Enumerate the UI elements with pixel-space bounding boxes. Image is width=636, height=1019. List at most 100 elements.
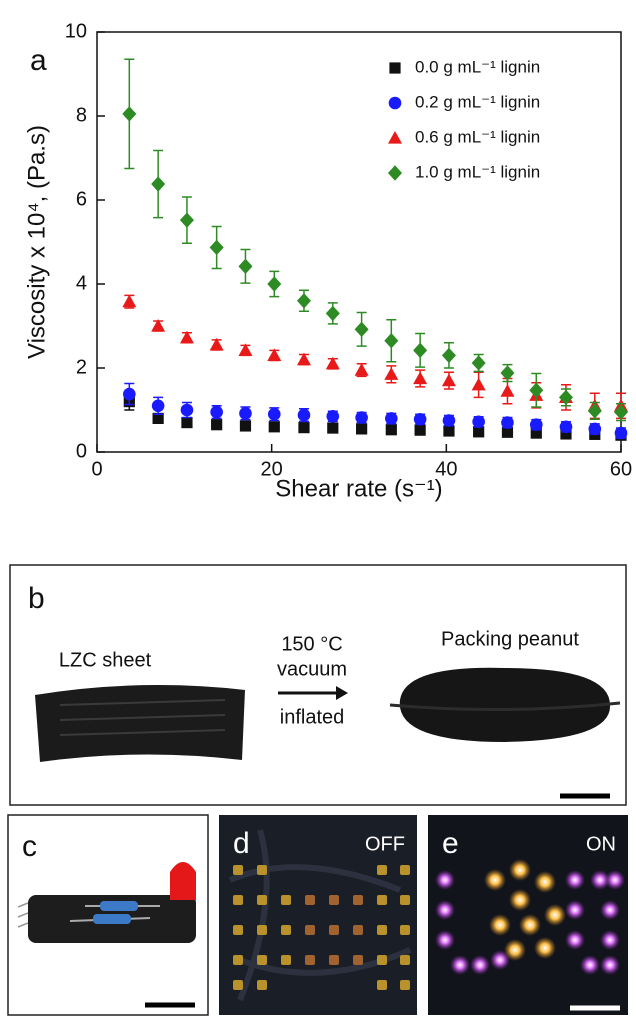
marker	[325, 305, 340, 322]
led-glow	[600, 955, 620, 975]
led-dot	[377, 955, 387, 965]
x-tick-label: 0	[91, 458, 102, 480]
marker	[326, 410, 340, 423]
marker	[211, 419, 223, 431]
panel-label: c	[22, 830, 37, 863]
caption: inflated	[280, 706, 345, 728]
marker	[559, 420, 573, 434]
legend-label: 0.2 g mL⁻¹ lignin	[415, 92, 540, 111]
marker	[500, 384, 515, 397]
marker	[356, 423, 368, 435]
led-glow	[470, 955, 490, 975]
y-tick-label: 6	[76, 188, 87, 210]
led-dot	[400, 925, 410, 935]
x-axis-label: Shear rate (s⁻¹)	[275, 475, 442, 502]
marker	[122, 294, 137, 308]
panel-e: e ON	[428, 815, 628, 1015]
led-glow	[600, 900, 620, 920]
marker	[587, 403, 602, 419]
series	[122, 58, 628, 422]
led-glow	[450, 955, 470, 975]
marker	[296, 352, 311, 366]
marker	[296, 293, 311, 309]
led-dot	[233, 925, 243, 935]
legend-marker	[388, 96, 402, 110]
led-dot	[281, 925, 291, 935]
led-dot	[329, 955, 339, 965]
marker	[413, 371, 428, 385]
led-dot	[233, 955, 243, 965]
x-tick-label: 40	[435, 458, 457, 480]
marker	[151, 176, 166, 192]
led-glow	[435, 870, 455, 890]
led-dot	[400, 955, 410, 965]
led-glow	[435, 930, 455, 950]
marker	[500, 365, 515, 381]
panel-d: d OFF	[219, 815, 417, 1015]
packing-peanut	[399, 667, 611, 742]
led-glow	[489, 914, 511, 936]
marker	[441, 347, 456, 364]
marker	[151, 319, 166, 332]
marker	[152, 412, 164, 424]
resistor	[93, 914, 131, 924]
lzc-sheet	[35, 685, 245, 762]
marker	[384, 367, 399, 380]
panel-label: e	[442, 827, 459, 860]
marker	[181, 417, 193, 429]
marker	[471, 355, 486, 371]
marker	[385, 424, 397, 436]
led-dot	[377, 895, 387, 905]
chart: a Shear rate (s⁻¹) Viscosity x 10⁴, (Pa.…	[23, 20, 632, 502]
caption: LZC sheet	[59, 649, 152, 671]
y-tick-label: 8	[76, 104, 87, 126]
led-glow	[565, 900, 585, 920]
marker	[297, 408, 311, 422]
marker	[122, 106, 137, 122]
led-glow	[509, 889, 531, 911]
x-tick-label: 20	[261, 458, 283, 480]
marker	[267, 276, 282, 292]
marker	[327, 422, 339, 434]
marker	[560, 428, 572, 440]
led-glow	[435, 900, 455, 920]
led-dots	[233, 865, 410, 990]
led-dot	[400, 895, 410, 905]
marker	[442, 414, 456, 427]
x-tick-label: 60	[610, 458, 632, 480]
marker	[472, 415, 485, 429]
state-label: OFF	[365, 833, 405, 855]
marker	[210, 405, 223, 419]
led-dot	[233, 895, 243, 905]
marker	[501, 426, 514, 438]
led-glow	[565, 930, 585, 950]
panel-c: c	[7, 814, 209, 1016]
legend-label: 0.0 g mL⁻¹ lignin	[415, 57, 540, 76]
caption: 150 °C	[281, 633, 342, 655]
leads	[17, 902, 29, 928]
legend-label: 0.6 g mL⁻¹ lignin	[415, 127, 540, 146]
led-dot	[257, 955, 267, 965]
sheet-texture	[59, 699, 226, 736]
marker	[558, 389, 573, 406]
marker	[268, 421, 280, 433]
marker	[473, 426, 485, 438]
y-tick-label: 0	[76, 440, 87, 462]
led-glow	[534, 871, 556, 893]
marker	[325, 356, 340, 370]
led-dot	[353, 925, 363, 935]
marker	[614, 404, 628, 420]
panel-label: a	[30, 44, 47, 77]
marker	[354, 321, 369, 338]
led-dot	[377, 925, 387, 935]
led-glow	[509, 859, 531, 881]
marker	[588, 422, 602, 436]
marker	[385, 412, 398, 425]
led-glow	[590, 870, 610, 890]
led-dot	[329, 895, 339, 905]
led-dot	[329, 925, 339, 935]
led-dot	[305, 955, 315, 965]
state-label: ON	[586, 833, 616, 855]
led-dot	[233, 865, 243, 875]
